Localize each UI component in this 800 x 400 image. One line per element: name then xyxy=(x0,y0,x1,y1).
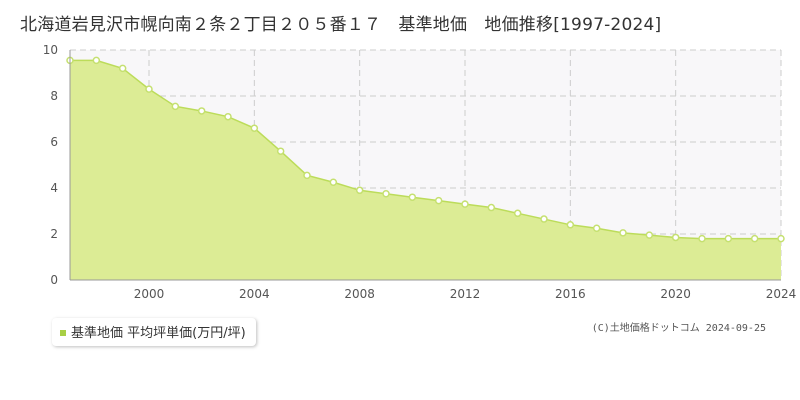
legend-marker xyxy=(60,329,66,336)
x-tick-label: 2016 xyxy=(555,287,586,301)
data-point xyxy=(92,56,101,65)
data-point xyxy=(382,190,390,198)
x-tick-label: 2008 xyxy=(344,287,375,301)
x-tick-label: 2024 xyxy=(766,287,797,301)
data-point xyxy=(671,233,680,242)
data-point xyxy=(566,221,575,229)
y-tick-label: 8 xyxy=(50,89,58,103)
chart-title: 北海道岩見沢市幌向南２条２丁目２０５番１７ 基準地価 地価推移[1997-202… xyxy=(20,15,662,35)
y-tick-label: 0 xyxy=(50,273,58,287)
chart-legend: 基準地価 平均坪単価(万円/坪) xyxy=(52,318,256,346)
x-tick-label: 2000 xyxy=(134,287,165,301)
data-point xyxy=(777,234,785,243)
y-tick-label: 10 xyxy=(43,43,58,57)
series-points xyxy=(66,56,785,243)
y-tick-labels: 0 2 4 6 8 10 xyxy=(43,43,58,287)
series-line xyxy=(70,59,781,240)
data-point xyxy=(750,234,759,243)
data-point xyxy=(619,229,627,237)
data-point xyxy=(487,203,496,212)
data-point xyxy=(461,200,469,208)
series-area xyxy=(70,60,781,280)
data-point xyxy=(434,196,443,205)
data-point xyxy=(540,215,548,223)
legend-label: 基準地価 平均坪単価(万円/坪) xyxy=(71,326,246,341)
data-point xyxy=(329,178,338,186)
x-tick-label: 2012 xyxy=(450,287,481,301)
data-point xyxy=(303,171,311,180)
data-point xyxy=(250,124,259,132)
data-point xyxy=(724,234,733,243)
data-point xyxy=(197,107,206,115)
data-point xyxy=(698,234,706,243)
data-point xyxy=(118,64,127,73)
data-point xyxy=(276,147,285,155)
data-point xyxy=(224,112,232,121)
data-point xyxy=(408,193,417,201)
data-point xyxy=(355,186,364,195)
y-tick-label: 6 xyxy=(50,135,58,149)
copyright-text: (C)土地価格ドットコム 2024-09-25 xyxy=(591,323,766,334)
x-tick-labels: 2000 2004 2008 2012 2016 2020 2024 xyxy=(134,287,797,301)
data-point xyxy=(592,224,601,232)
data-point xyxy=(171,102,180,111)
data-point xyxy=(513,209,522,218)
x-tick-label: 2004 xyxy=(239,287,270,301)
y-tick-label: 4 xyxy=(50,181,58,195)
data-point xyxy=(145,85,153,93)
y-tick-label: 2 xyxy=(50,227,58,241)
x-tick-label: 2020 xyxy=(660,287,691,301)
data-point xyxy=(645,231,654,239)
